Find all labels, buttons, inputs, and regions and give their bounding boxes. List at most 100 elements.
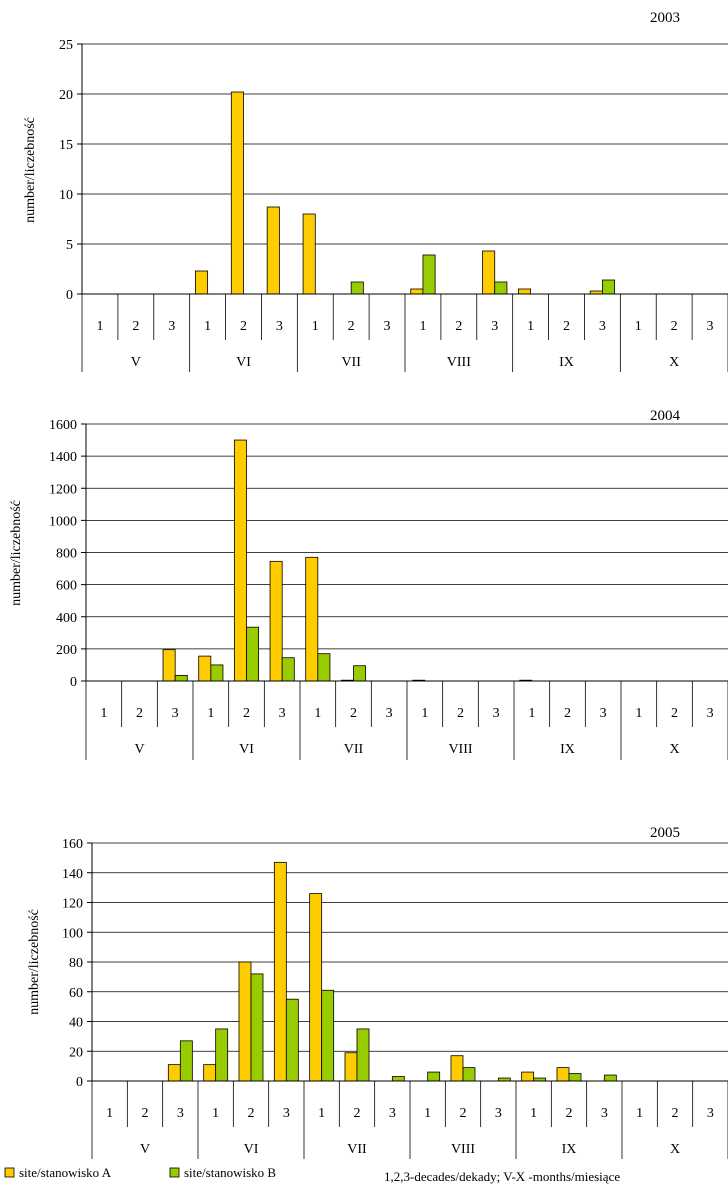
decade-label: 2 xyxy=(671,319,678,334)
bar-site-b xyxy=(250,973,264,1082)
decade-label: 1 xyxy=(96,319,103,334)
decade-label: 2 xyxy=(354,1106,361,1121)
decade-label: 2 xyxy=(566,1106,573,1121)
decade-label: 1 xyxy=(636,1106,643,1121)
bar-site-b xyxy=(174,674,188,682)
y-tick-label: 0 xyxy=(70,675,77,690)
decade-label: 2 xyxy=(457,706,464,721)
decade-label: 2 xyxy=(348,319,355,334)
decade-label: 3 xyxy=(707,706,714,721)
month-label: VII xyxy=(341,355,361,370)
decade-label: 3 xyxy=(384,319,391,334)
decade-label: 1 xyxy=(207,706,214,721)
month-label: V xyxy=(140,1142,150,1157)
bar-site-a xyxy=(162,649,176,682)
month-label: VI xyxy=(244,1142,259,1157)
bar-site-a xyxy=(521,1071,535,1082)
bar-site-b xyxy=(494,281,508,295)
legend-swatch-site-b xyxy=(169,1167,180,1178)
bar-site-a xyxy=(302,213,316,295)
decade-label: 1 xyxy=(421,706,428,721)
bar-site-b xyxy=(356,1028,370,1082)
decade-label: 1 xyxy=(312,319,319,334)
y-tick-label: 120 xyxy=(62,897,83,912)
month-label: V xyxy=(134,742,144,757)
decade-label: 3 xyxy=(707,1106,714,1121)
y-tick-label: 25 xyxy=(59,38,73,53)
decade-label: 2 xyxy=(132,319,139,334)
decade-label: 2 xyxy=(460,1106,467,1121)
bar-site-a xyxy=(482,250,496,295)
chart-2004: 0 200 400 600 800 1000 1200 1400 1600 number/licz… xyxy=(9,408,728,760)
y-tick-label: 1600 xyxy=(49,418,77,433)
bar-site-a xyxy=(266,206,280,295)
decade-label: 2 xyxy=(243,706,250,721)
y-tick-label: 20 xyxy=(59,88,73,103)
decade-label: 1 xyxy=(530,1106,537,1121)
bar-site-a xyxy=(309,893,323,1082)
y-tick-label: 600 xyxy=(56,579,77,594)
month-label: VIII xyxy=(451,1142,475,1157)
bar-site-a xyxy=(198,655,212,682)
decade-label: 3 xyxy=(493,706,500,721)
month-label: V xyxy=(131,355,141,370)
decade-label: 2 xyxy=(563,319,570,334)
bar-site-b xyxy=(601,279,615,295)
y-axis-label: number/liczebność xyxy=(9,500,24,606)
month-label: X xyxy=(669,355,679,370)
chart-2005: 0 20 40 60 80 100 120 140 160 number/liczebność 20… xyxy=(27,825,728,1159)
decade-label: 1 xyxy=(635,319,642,334)
decade-label: 3 xyxy=(279,706,286,721)
y-tick-label: 400 xyxy=(56,611,77,626)
month-label: VIII xyxy=(447,355,471,370)
bar-site-b xyxy=(285,998,299,1082)
decade-label: 1 xyxy=(314,706,321,721)
chart-2003: 0 5 10 15 20 25 number/liczebność 2003 1 2 3 1 2 3 1 2 3… xyxy=(23,10,728,372)
decade-label: 2 xyxy=(350,706,357,721)
month-label: IX xyxy=(560,742,575,757)
y-tick-label: 10 xyxy=(59,188,73,203)
decade-label: 2 xyxy=(248,1106,255,1121)
y-axis-label: number/liczebność xyxy=(27,909,42,1015)
decade-label: 1 xyxy=(318,1106,325,1121)
y-tick-label: 60 xyxy=(69,986,83,1001)
bar-site-a xyxy=(305,556,319,682)
decade-label: 1 xyxy=(527,319,534,334)
bar-site-b xyxy=(422,254,436,295)
bar-site-b xyxy=(215,1028,229,1082)
month-label: X xyxy=(669,742,679,757)
bar-site-a xyxy=(167,1064,181,1082)
bar-site-a xyxy=(450,1055,464,1082)
decade-label: 3 xyxy=(707,319,714,334)
decade-label: 3 xyxy=(283,1106,290,1121)
chart-year-title: 2005 xyxy=(650,825,680,841)
bar-site-a xyxy=(269,560,283,682)
decade-label: 3 xyxy=(168,319,175,334)
bar-site-b xyxy=(246,626,260,682)
chart-year-title: 2004 xyxy=(650,408,681,424)
y-tick-label: 200 xyxy=(56,643,77,658)
legend-label-site-a: site/stanowisko A xyxy=(19,1165,112,1180)
decade-label: 1 xyxy=(528,706,535,721)
legend-swatch-site-a xyxy=(4,1167,15,1178)
y-tick-label: 160 xyxy=(62,837,83,852)
y-tick-label: 80 xyxy=(69,956,83,971)
decade-label: 2 xyxy=(240,319,247,334)
bar-site-a xyxy=(230,91,244,295)
bar-site-a xyxy=(518,288,532,295)
y-tick-label: 40 xyxy=(69,1016,83,1031)
decade-label: 3 xyxy=(389,1106,396,1121)
bar-site-b xyxy=(568,1073,582,1082)
decade-label: 1 xyxy=(419,319,426,334)
decade-label: 1 xyxy=(635,706,642,721)
bar-site-a xyxy=(233,439,247,682)
month-label: IX xyxy=(562,1142,577,1157)
bar-site-b xyxy=(353,665,367,682)
decade-label: 2 xyxy=(671,706,678,721)
bar-site-a xyxy=(410,288,424,295)
bar-site-a xyxy=(273,861,287,1082)
y-tick-label: 140 xyxy=(62,867,83,882)
bar-site-a xyxy=(195,270,209,295)
bar-site-b xyxy=(210,664,224,682)
